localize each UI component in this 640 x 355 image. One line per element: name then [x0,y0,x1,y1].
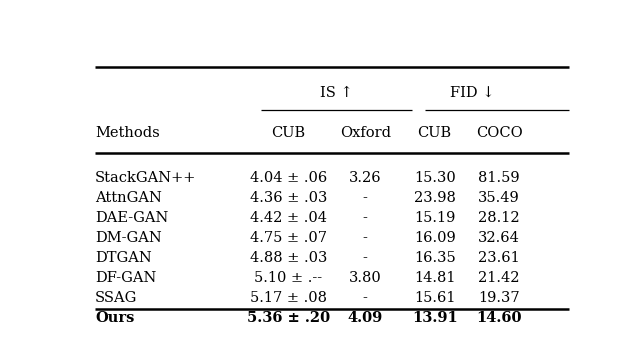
Text: 15.61: 15.61 [414,291,456,305]
Text: 4.88 ± .03: 4.88 ± .03 [250,251,327,265]
Text: 81.59: 81.59 [478,171,520,185]
Text: 15.30: 15.30 [414,171,456,185]
Text: -: - [363,291,367,305]
Text: -: - [363,191,367,205]
Text: 15.19: 15.19 [414,211,455,225]
Text: DAE-GAN: DAE-GAN [95,211,168,225]
Text: 16.09: 16.09 [414,231,456,245]
Text: 4.09: 4.09 [348,311,383,324]
Text: 35.49: 35.49 [478,191,520,205]
Text: 16.35: 16.35 [414,251,456,265]
Text: 19.37: 19.37 [478,291,520,305]
Text: COCO: COCO [476,126,522,140]
Text: 23.98: 23.98 [413,191,456,205]
Text: 14.81: 14.81 [414,271,456,285]
Text: -: - [363,211,367,225]
Text: 32.64: 32.64 [478,231,520,245]
Text: 3.80: 3.80 [349,271,381,285]
Text: DTGAN: DTGAN [95,251,152,265]
Text: Methods: Methods [95,126,159,140]
Text: 28.12: 28.12 [478,211,520,225]
Text: AttnGAN: AttnGAN [95,191,162,205]
Text: Ours: Ours [95,311,134,324]
Text: 4.36 ± .03: 4.36 ± .03 [250,191,327,205]
Text: CUB: CUB [271,126,305,140]
Text: SSAG: SSAG [95,291,137,305]
Text: 4.75 ± .07: 4.75 ± .07 [250,231,327,245]
Text: 21.42: 21.42 [478,271,520,285]
Text: StackGAN++: StackGAN++ [95,171,196,185]
Text: 3.26: 3.26 [349,171,381,185]
Text: CUB: CUB [417,126,452,140]
Text: DM-GAN: DM-GAN [95,231,162,245]
Text: 5.17 ± .08: 5.17 ± .08 [250,291,327,305]
Text: 5.10 ± .--: 5.10 ± .-- [254,271,323,285]
Text: 5.36 ± .20: 5.36 ± .20 [247,311,330,324]
Text: 13.91: 13.91 [412,311,458,324]
Text: 23.61: 23.61 [478,251,520,265]
Text: -: - [363,231,367,245]
Text: 4.42 ± .04: 4.42 ± .04 [250,211,327,225]
Text: FID ↓: FID ↓ [449,86,494,100]
Text: Oxford: Oxford [340,126,390,140]
Text: 14.60: 14.60 [476,311,522,324]
Text: DF-GAN: DF-GAN [95,271,156,285]
Text: IS ↑: IS ↑ [320,86,353,100]
Text: 4.04 ± .06: 4.04 ± .06 [250,171,327,185]
Text: -: - [363,251,367,265]
